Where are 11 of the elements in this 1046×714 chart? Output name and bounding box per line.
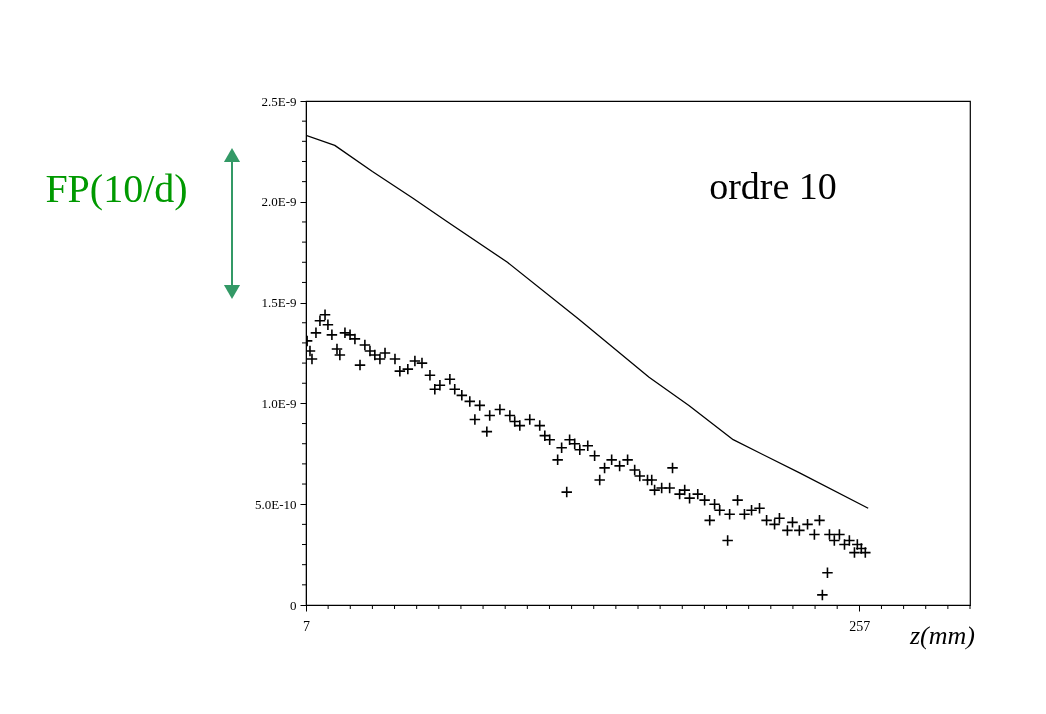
y-tick-label: 2.0E-9 <box>261 194 297 210</box>
x-tick-label: 257 <box>849 618 871 634</box>
y-tick-label: 1.5E-9 <box>261 295 297 311</box>
annotation: ordre 10 <box>709 165 837 207</box>
x-axis-title: z(mm) <box>909 620 975 650</box>
y-tick-label: 5.0E-10 <box>254 496 297 512</box>
y-tick-label: 1.0E-9 <box>261 395 297 411</box>
y-tick-label: 2.5E-9 <box>261 93 297 109</box>
x-tick-label: 7 <box>303 618 310 634</box>
y-axis-title: FP(10/d) <box>45 165 188 211</box>
y-tick-label: 0 <box>290 597 297 613</box>
